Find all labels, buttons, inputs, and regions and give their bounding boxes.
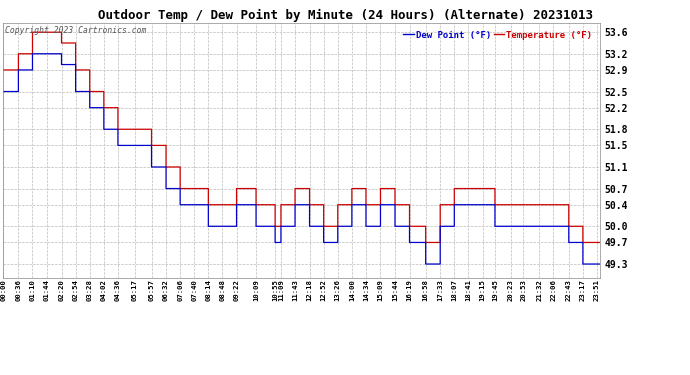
Legend: Dew Point (°F), Temperature (°F): Dew Point (°F), Temperature (°F) bbox=[400, 27, 595, 43]
Text: Outdoor Temp / Dew Point by Minute (24 Hours) (Alternate) 20231013: Outdoor Temp / Dew Point by Minute (24 H… bbox=[97, 9, 593, 22]
Text: Copyright 2023 Cartronics.com: Copyright 2023 Cartronics.com bbox=[5, 26, 146, 35]
